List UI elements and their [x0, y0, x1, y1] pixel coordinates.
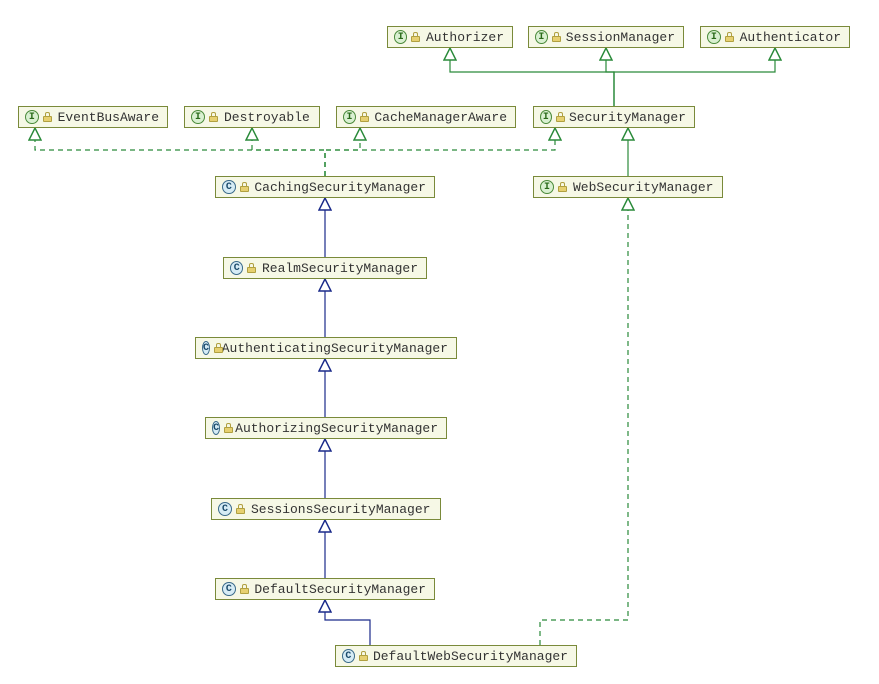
interface-icon: I [343, 110, 356, 124]
class-icon: C [342, 649, 355, 663]
node-cachemanageraware[interactable]: I CacheManagerAware [336, 106, 516, 128]
node-label: EventBusAware [58, 110, 159, 125]
class-icon: C [202, 341, 210, 355]
interface-icon: I [540, 180, 554, 194]
node-securitymanager[interactable]: I SecurityManager [533, 106, 695, 128]
node-cachingsecuritymanager[interactable]: C CachingSecurityManager [215, 176, 435, 198]
lock-icon [224, 423, 229, 433]
lock-icon [558, 182, 567, 192]
node-destroyable[interactable]: I Destroyable [184, 106, 320, 128]
node-defaultwebsecuritymanager[interactable]: C DefaultWebSecurityManager [335, 645, 577, 667]
node-realmsecuritymanager[interactable]: C RealmSecurityManager [223, 257, 427, 279]
node-authenticatingsecuritymanager[interactable]: C AuthenticatingSecurityManager [195, 337, 457, 359]
lock-icon [240, 584, 249, 594]
interface-icon: I [707, 30, 721, 44]
edge-defaultweb-default [325, 600, 370, 645]
lock-icon [411, 32, 420, 42]
lock-icon [236, 504, 245, 514]
node-label: DefaultSecurityManager [254, 582, 426, 597]
node-authenticator[interactable]: I Authenticator [700, 26, 850, 48]
node-sessionmanager[interactable]: I SessionManager [528, 26, 684, 48]
class-icon: C [230, 261, 243, 275]
node-label: Destroyable [224, 110, 310, 125]
class-icon: C [212, 421, 220, 435]
interface-icon: I [540, 110, 552, 124]
edge-caching-cachemanageraware [325, 128, 360, 176]
edge-defaultweb-websecuritymanager [540, 198, 628, 645]
lock-icon [240, 182, 249, 192]
node-label: WebSecurityManager [573, 180, 713, 195]
node-websecuritymanager[interactable]: I WebSecurityManager [533, 176, 723, 198]
class-icon: C [218, 502, 232, 516]
node-defaultsecuritymanager[interactable]: C DefaultSecurityManager [215, 578, 435, 600]
node-label: AuthorizingSecurityManager [235, 421, 438, 436]
node-authorizer[interactable]: I Authorizer [387, 26, 513, 48]
edge-securitymanager-sessionmanager [606, 48, 614, 106]
edge-securitymanager-authorizer [450, 48, 614, 106]
lock-icon [43, 112, 52, 122]
node-sessionssecuritymanager[interactable]: C SessionsSecurityManager [211, 498, 441, 520]
class-icon: C [222, 582, 236, 596]
class-icon: C [222, 180, 236, 194]
node-label: Authorizer [426, 30, 504, 45]
node-label: DefaultWebSecurityManager [373, 649, 568, 664]
node-label: SessionsSecurityManager [251, 502, 430, 517]
node-eventbusaware[interactable]: I EventBusAware [18, 106, 168, 128]
interface-icon: I [394, 30, 407, 44]
node-label: RealmSecurityManager [262, 261, 418, 276]
lock-icon [209, 112, 218, 122]
node-label: AuthenticatingSecurityManager [222, 341, 448, 356]
lock-icon [552, 32, 560, 42]
class-hierarchy-diagram: I Authorizer I SessionManager I Authenti… [0, 0, 879, 684]
node-label: SecurityManager [569, 110, 686, 125]
lock-icon [360, 112, 368, 122]
interface-icon: I [25, 110, 39, 124]
node-label: Authenticator [740, 30, 841, 45]
lock-icon [359, 651, 367, 661]
interface-icon: I [191, 110, 205, 124]
node-label: CacheManagerAware [374, 110, 507, 125]
lock-icon [214, 343, 216, 353]
lock-icon [556, 112, 563, 122]
edge-securitymanager-authenticator [614, 48, 775, 106]
lock-icon [247, 263, 256, 273]
lock-icon [725, 32, 734, 42]
edge-caching-securitymanager [325, 128, 555, 176]
interface-icon: I [535, 30, 548, 44]
node-authorizingsecuritymanager[interactable]: C AuthorizingSecurityManager [205, 417, 447, 439]
edge-caching-destroyable [252, 128, 325, 176]
node-label: SessionManager [566, 30, 675, 45]
edge-caching-eventbusaware [35, 128, 325, 176]
node-label: CachingSecurityManager [254, 180, 426, 195]
